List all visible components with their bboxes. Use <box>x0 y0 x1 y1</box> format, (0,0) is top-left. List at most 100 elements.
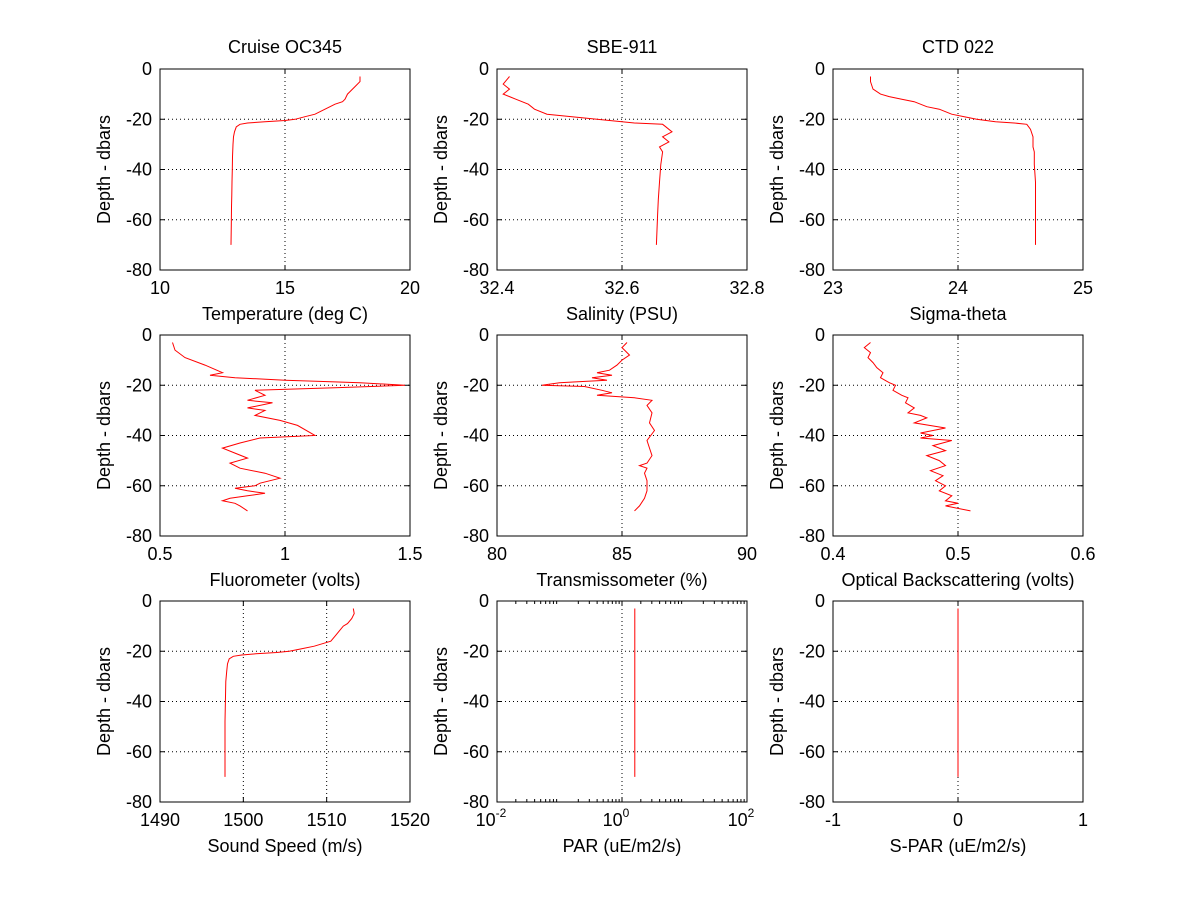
x-tick-label: 20 <box>400 278 420 298</box>
y-tick-label: 0 <box>142 59 152 79</box>
y-tick-label: -40 <box>126 160 152 180</box>
y-axis-label: Depth - dbars <box>94 381 114 490</box>
y-tick-label: 0 <box>142 325 152 345</box>
x-tick-exponent: -2 <box>496 806 507 820</box>
y-tick-label: -60 <box>799 742 825 762</box>
panel-5: 80 85 90 -80 -60 -40 -20 0 Transmissometer (%) De… <box>431 325 757 590</box>
series-line <box>863 342 971 512</box>
y-tick-label: -60 <box>463 742 489 762</box>
y-tick-label: -60 <box>126 210 152 230</box>
y-tick-label: -20 <box>126 375 152 395</box>
x-tick-label: 0.6 <box>1070 544 1095 564</box>
series-line <box>541 342 656 512</box>
x-tick-label: 1500 <box>223 810 263 830</box>
x-tick-label: 24 <box>948 278 968 298</box>
y-tick-label: -60 <box>463 476 489 496</box>
panel-1: 10 15 20 -80 -60 -40 -20 0 Cruise OC345 Temperatu… <box>94 37 420 324</box>
x-axis-label: S-PAR (uE/m2/s) <box>890 836 1027 856</box>
x-axis-label: PAR (uE/m2/s) <box>563 836 682 856</box>
x-tick-label: 32.8 <box>729 278 764 298</box>
panel-6: 0.4 0.5 0.6 -80 -60 -40 -20 0 Optical Backscatte… <box>767 325 1096 590</box>
y-tick-label: -60 <box>463 210 489 230</box>
x-tick-label: 32.6 <box>604 278 639 298</box>
y-tick-label: -80 <box>799 792 825 812</box>
y-tick-label: -80 <box>126 792 152 812</box>
x-tick-exponent: 2 <box>748 806 755 820</box>
y-tick-label: -40 <box>799 692 825 712</box>
x-tick-label: 0.4 <box>820 544 845 564</box>
y-tick-label: -80 <box>463 260 489 280</box>
x-tick-label: 0.5 <box>147 544 172 564</box>
x-axis-label: Sound Speed (m/s) <box>207 836 362 856</box>
panel-7: 1490 1500 1510 1520 -80 -60 -40 -20 0 Sound Speed… <box>94 591 430 856</box>
y-tick-label: -60 <box>126 476 152 496</box>
x-axis-label: Temperature (deg C) <box>202 304 368 324</box>
x-tick-label: 25 <box>1073 278 1093 298</box>
y-axis-label: Depth - dbars <box>431 381 451 490</box>
y-tick-label: -40 <box>126 426 152 446</box>
x-tick-label: 0 <box>953 810 963 830</box>
x-tick-label: 1490 <box>140 810 180 830</box>
y-tick-label: -40 <box>799 426 825 446</box>
x-tick-label: 32.4 <box>479 278 514 298</box>
y-tick-label: -20 <box>126 641 152 661</box>
x-tick-label: 85 <box>612 544 632 564</box>
x-tick-label: 1520 <box>390 810 430 830</box>
y-tick-label: -40 <box>126 692 152 712</box>
y-tick-label: -40 <box>463 692 489 712</box>
x-tick-label: 102 <box>728 806 755 830</box>
y-tick-label: -80 <box>463 792 489 812</box>
x-tick-exponent: 0 <box>623 806 630 820</box>
y-tick-label: -40 <box>463 160 489 180</box>
y-tick-label: 0 <box>479 59 489 79</box>
series-line <box>502 76 673 245</box>
x-tick-label: 100 <box>603 806 630 830</box>
y-tick-label: -80 <box>799 260 825 280</box>
y-tick-label: 0 <box>815 59 825 79</box>
y-tick-label: -40 <box>799 160 825 180</box>
y-tick-label: 0 <box>815 591 825 611</box>
y-axis-label: Depth - dbars <box>94 115 114 224</box>
panel-3: 23 24 25 -80 -60 -40 -20 0 CTD 022 Sigma-theta Dep… <box>767 37 1093 324</box>
x-axis-label: Sigma-theta <box>909 304 1007 324</box>
x-tick-label: -1 <box>825 810 841 830</box>
y-tick-label: 0 <box>479 591 489 611</box>
y-tick-label: -60 <box>799 210 825 230</box>
x-tick-label: 90 <box>737 544 757 564</box>
x-tick-label: 0.5 <box>945 544 970 564</box>
y-tick-label: 0 <box>479 325 489 345</box>
y-tick-label: -20 <box>463 109 489 129</box>
x-tick-label: 23 <box>823 278 843 298</box>
y-tick-label: -60 <box>126 742 152 762</box>
y-tick-label: -80 <box>463 526 489 546</box>
series-line <box>870 76 1036 245</box>
x-tick-label: 1 <box>280 544 290 564</box>
series-line <box>172 342 406 512</box>
y-axis-label: Depth - dbars <box>431 115 451 224</box>
panel-4: 0.5 1 1.5 -80 -60 -40 -20 0 Fluorometer (volts) D… <box>94 325 423 590</box>
y-tick-label: -80 <box>799 526 825 546</box>
x-tick-label: 80 <box>487 544 507 564</box>
series-line <box>230 76 361 245</box>
y-axis-label: Depth - dbars <box>94 647 114 756</box>
x-axis-label: Fluorometer (volts) <box>209 570 360 590</box>
panel-9: -1 0 1 -80 -60 -40 -20 0 S-PAR (uE/m2/s) Depth - … <box>767 591 1088 856</box>
y-axis-label: Depth - dbars <box>767 115 787 224</box>
series-line <box>224 608 355 777</box>
panel-title: SBE-911 <box>587 37 658 57</box>
y-tick-label: -20 <box>799 109 825 129</box>
y-tick-label: -20 <box>799 641 825 661</box>
y-tick-label: 0 <box>815 325 825 345</box>
panel-title: Cruise OC345 <box>228 37 342 57</box>
y-tick-label: -80 <box>126 260 152 280</box>
x-tick-label: 10-2 <box>476 806 507 830</box>
x-tick-label: 15 <box>275 278 295 298</box>
y-tick-label: -80 <box>126 526 152 546</box>
y-tick-label: -20 <box>463 641 489 661</box>
panel-title: CTD 022 <box>922 37 994 57</box>
x-tick-label: 1510 <box>307 810 347 830</box>
y-tick-label: -40 <box>463 426 489 446</box>
y-tick-label: -20 <box>463 375 489 395</box>
y-axis-label: Depth - dbars <box>431 647 451 756</box>
